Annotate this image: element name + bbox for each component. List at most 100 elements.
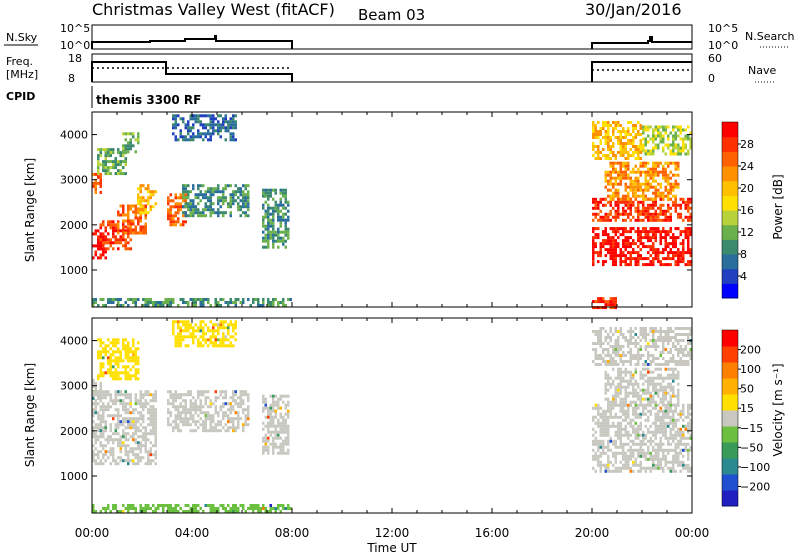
heatmap-cell: [657, 134, 660, 138]
heatmap-cell: [132, 359, 135, 363]
heatmap-cell: [664, 125, 667, 129]
heatmap-cell: [147, 402, 150, 406]
heatmap-cell: [662, 397, 665, 401]
heatmap-cell: [262, 215, 265, 219]
heatmap-cell: [134, 368, 137, 372]
heatmap-cell: [142, 208, 145, 212]
heatmap-cell: [189, 190, 192, 194]
heatmap-cell: [659, 354, 662, 357]
heatmap-cell: [647, 128, 650, 132]
heatmap-cell: [134, 210, 137, 214]
heatmap-cell: [662, 251, 665, 255]
heatmap-cell: [204, 341, 207, 345]
heatmap-cell: [92, 459, 95, 463]
heatmap-cell: [612, 367, 615, 371]
heatmap-cell: [234, 190, 237, 194]
heatmap-cell: [612, 133, 615, 136]
heatmap-cell: [197, 135, 200, 139]
heatmap-cell: [107, 232, 110, 236]
heatmap-cell: [669, 394, 672, 398]
heatmap-cell: [682, 448, 685, 452]
heatmap-cell: [139, 450, 142, 454]
heatmap-cell: [177, 344, 180, 348]
heatmap-cell: [109, 160, 112, 164]
heatmap-cell: [204, 411, 207, 415]
heatmap-cell: [644, 230, 647, 234]
heatmap-cell: [117, 229, 120, 233]
heatmap-cell: [222, 507, 225, 510]
heatmap-cell: [679, 351, 682, 354]
heatmap-cell: [282, 427, 285, 431]
heatmap-cell: [152, 444, 155, 448]
heatmap-cell: [282, 191, 285, 195]
heatmap-cell: [682, 128, 685, 132]
heatmap-cell: [114, 402, 117, 406]
heatmap-cell: [147, 456, 150, 460]
heatmap-cell: [629, 188, 632, 192]
heatmap-cell: [114, 163, 117, 167]
heatmap-cell: [679, 203, 682, 207]
heatmap-cell: [107, 435, 110, 439]
heatmap-cell: [669, 406, 672, 410]
heatmap-cell: [134, 396, 137, 400]
heatmap-cell: [614, 306, 617, 310]
heatmap-cell: [657, 188, 660, 192]
heatmap-cell: [174, 114, 177, 118]
heatmap-cell: [669, 188, 672, 192]
heatmap-cell: [187, 326, 190, 330]
heatmap-cell: [609, 176, 612, 180]
heatmap-cell: [622, 363, 625, 366]
heatmap-cell: [104, 420, 107, 424]
heatmap-cell: [607, 188, 610, 192]
heatmap-cell: [594, 236, 597, 240]
heatmap-cell: [197, 408, 200, 412]
heatmap-cell: [282, 421, 285, 425]
heatmap-cell: [282, 298, 285, 301]
heatmap-cell: [662, 230, 665, 234]
heatmap-cell: [669, 242, 672, 246]
heatmap-cell: [154, 417, 157, 421]
heatmap-cell: [277, 245, 280, 249]
heatmap-cell: [182, 135, 185, 139]
heatmap-cell: [607, 439, 610, 443]
heatmap-cell: [647, 152, 650, 156]
heatmap-cell: [622, 130, 625, 133]
heatmap-cell: [267, 191, 270, 195]
heatmap-cell: [224, 196, 227, 200]
heatmap-cell: [672, 203, 675, 207]
heatmap-cell: [667, 134, 670, 138]
heatmap-cell: [192, 214, 195, 218]
heatmap-cell: [147, 211, 150, 215]
heatmap-cell: [227, 120, 230, 124]
heatmap-cell: [632, 463, 635, 467]
heatmap-cell: [597, 406, 600, 410]
heatmap-cell: [129, 435, 132, 439]
heatmap-cell: [232, 196, 235, 200]
heatmap-cell: [257, 298, 260, 301]
heatmap-cell: [659, 466, 662, 470]
heatmap-cell: [614, 363, 617, 366]
heatmap-cell: [277, 209, 280, 213]
heatmap-cell: [607, 248, 610, 252]
heatmap-cell: [217, 423, 220, 427]
heatmap-cell: [624, 239, 627, 243]
heatmap-cell: [689, 348, 692, 351]
heatmap-cell: [672, 448, 675, 452]
heatmap-cell: [599, 415, 602, 419]
heatmap-cell: [664, 170, 667, 174]
heatmap-cell: [652, 445, 655, 449]
heatmap-cell: [112, 399, 115, 403]
heatmap-cell: [629, 133, 632, 136]
heatmap-cell: [612, 260, 615, 264]
heatmap-cell: [112, 166, 115, 170]
heatmap-cell: [129, 420, 132, 424]
heatmap-cell: [239, 405, 242, 409]
heatmap-cell: [659, 463, 662, 467]
heatmap-cell: [614, 439, 617, 443]
heatmap-cell: [659, 131, 662, 135]
heatmap-cell: [189, 117, 192, 121]
heatmap-cell: [614, 124, 617, 127]
heatmap-cell: [659, 218, 662, 222]
heatmap-cell: [124, 231, 127, 235]
heatmap-cell: [199, 335, 202, 339]
